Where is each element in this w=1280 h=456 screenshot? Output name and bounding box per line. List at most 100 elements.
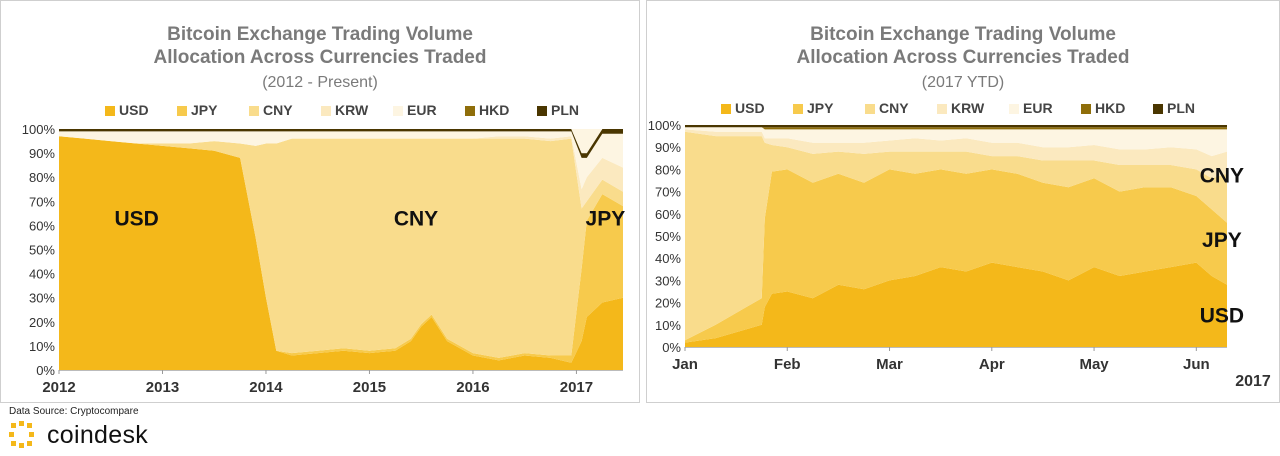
chart-title-line2: Allocation Across Currencies Traded — [153, 47, 487, 68]
legend-label-cny: CNY — [879, 100, 909, 116]
legend-label-krw: KRW — [951, 100, 985, 116]
legend-label-jpy: JPY — [191, 102, 218, 118]
y-tick-label: 100% — [648, 118, 682, 133]
chart-panel-2017-ytd: Bitcoin Exchange Trading Volume Allocati… — [646, 0, 1280, 403]
x-tick-label: Feb — [774, 356, 801, 373]
y-tick-label: 50% — [29, 243, 55, 258]
legend-label-krw: KRW — [335, 102, 369, 118]
legend-item-pln: PLN — [537, 102, 579, 118]
y-tick-label: 100% — [22, 122, 56, 137]
legend-swatch-krw — [321, 106, 331, 116]
legend-swatch-hkd — [465, 106, 475, 116]
chart-title-line2: Allocation Across Currencies Traded — [796, 47, 1130, 68]
legend-item-cny: CNY — [865, 100, 909, 116]
series-area-pln — [685, 125, 1227, 128]
y-tick-label: 30% — [655, 273, 681, 288]
x-tick-label: 2013 — [146, 379, 179, 396]
x-tick-label: Jan — [672, 356, 698, 373]
legend-swatch-eur — [393, 106, 403, 116]
x-tick-label: Jun — [1183, 356, 1210, 373]
series-area-cny — [59, 136, 623, 358]
y-tick-label: 70% — [29, 194, 55, 209]
chart-title: Bitcoin Exchange Trading Volume Allocati… — [647, 23, 1279, 69]
legend-item-eur: EUR — [1009, 100, 1053, 116]
chart-legend: USD JPY CNY KRW EUR HKD PLN — [721, 100, 1195, 116]
chart-subtitle: (2017 YTD) — [921, 74, 1005, 91]
y-tick-label: 20% — [655, 296, 681, 311]
legend-label-pln: PLN — [1167, 100, 1195, 116]
y-tick-label: 0% — [36, 363, 55, 378]
y-tick-label: 40% — [655, 251, 681, 266]
legend-swatch-krw — [937, 104, 947, 114]
legend-item-cny: CNY — [249, 102, 293, 118]
data-source-note: Data Source: Cryptocompare — [9, 406, 139, 417]
x-tick-label: 2014 — [249, 379, 283, 396]
coindesk-logo: coindesk — [9, 420, 148, 450]
y-tick-label: 80% — [29, 170, 55, 185]
y-tick-label: 40% — [29, 267, 55, 282]
chart-title-line1: Bitcoin Exchange Trading Volume — [810, 24, 1116, 45]
series-area-jpy — [685, 169, 1227, 343]
legend-swatch-cny — [865, 104, 875, 114]
legend-swatch-eur — [1009, 104, 1019, 114]
legend-label-usd: USD — [735, 100, 765, 116]
y-tick-label: 20% — [29, 315, 55, 330]
legend-label-pln: PLN — [551, 102, 579, 118]
legend-swatch-usd — [105, 106, 115, 116]
legend-item-hkd: HKD — [1081, 100, 1125, 116]
x-axis-year-label: 2017 — [1235, 373, 1271, 390]
coindesk-wordmark: coindesk — [47, 420, 149, 449]
chart-title-line1: Bitcoin Exchange Trading Volume — [167, 24, 473, 45]
x-tick-label: Mar — [876, 356, 903, 373]
legend-label-hkd: HKD — [1095, 100, 1125, 116]
series-annotation-usd: USD — [1200, 305, 1244, 328]
legend-swatch-hkd — [1081, 104, 1091, 114]
series-annotation-usd: USD — [114, 207, 158, 230]
x-tick-label: May — [1079, 356, 1109, 373]
legend-item-krw: KRW — [937, 100, 985, 116]
legend-label-hkd: HKD — [479, 102, 509, 118]
y-tick-label: 60% — [655, 207, 681, 222]
legend-label-cny: CNY — [263, 102, 293, 118]
chart-plot: USD JPY CNY KRW EUR HKD PLN 0% 10% 20% 30% 40% 50% 60… — [22, 102, 626, 396]
coindesk-logo-icon — [9, 421, 34, 448]
x-tick-label: 2015 — [353, 379, 386, 396]
series-area-usd — [59, 136, 623, 370]
legend-swatch-jpy — [793, 104, 803, 114]
legend-label-eur: EUR — [1023, 100, 1053, 116]
y-tick-label: 10% — [29, 339, 55, 354]
chart-subtitle: (2012 - Present) — [262, 74, 378, 91]
series-area-cny — [685, 131, 1227, 341]
y-tick-label: 30% — [29, 291, 55, 306]
legend-label-usd: USD — [119, 102, 149, 118]
y-tick-label: 80% — [655, 162, 681, 177]
x-tick-label: 2016 — [456, 379, 489, 396]
series-area-eur — [59, 131, 623, 190]
legend-item-krw: KRW — [321, 102, 369, 118]
y-tick-label: 60% — [29, 218, 55, 233]
y-tick-label: 10% — [655, 318, 681, 333]
legend-swatch-pln — [1153, 104, 1163, 114]
x-tick-label: 2012 — [42, 379, 75, 396]
chart-title: Bitcoin Exchange Trading Volume Allocati… — [1, 23, 639, 69]
legend-item-eur: EUR — [393, 102, 437, 118]
legend-item-usd: USD — [105, 102, 149, 118]
y-tick-label: 90% — [29, 146, 55, 161]
x-tick-label: 2017 — [560, 379, 593, 396]
chart-plot: USD JPY CNY KRW EUR HKD PLN 0% 10% 20% 30% 40% 50% 60… — [648, 100, 1271, 390]
legend-swatch-jpy — [177, 106, 187, 116]
legend-item-jpy: JPY — [793, 100, 834, 116]
legend-swatch-usd — [721, 104, 731, 114]
y-tick-label: 0% — [662, 340, 681, 355]
legend-item-jpy: JPY — [177, 102, 218, 118]
y-tick-label: 90% — [655, 140, 681, 155]
chart-legend: USD JPY CNY KRW EUR HKD PLN — [105, 102, 579, 118]
series-annotation-cny: CNY — [1200, 165, 1244, 188]
series-area-hkd — [685, 127, 1227, 130]
legend-swatch-pln — [537, 106, 547, 116]
series-area-usd — [685, 262, 1227, 347]
series-annotation-jpy: JPY — [1202, 229, 1242, 252]
legend-label-jpy: JPY — [807, 100, 834, 116]
chart-panel-2012-present: Bitcoin Exchange Trading Volume Allocati… — [0, 0, 640, 403]
legend-item-hkd: HKD — [465, 102, 509, 118]
